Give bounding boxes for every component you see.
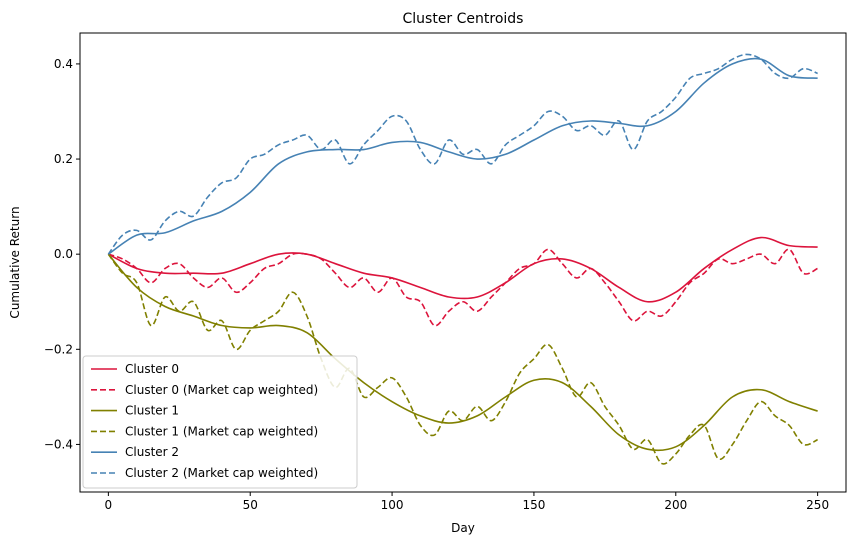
y-tick-label: 0.2 <box>54 152 73 166</box>
legend-label: Cluster 0 <box>125 362 179 376</box>
y-tick-label: −0.2 <box>44 342 73 356</box>
x-axis-label: Day <box>451 521 475 535</box>
series-line-cluster-0 <box>108 236 818 303</box>
x-tick-label: 250 <box>806 498 829 512</box>
series-line-cluster-2-market-cap-weighted <box>107 53 818 255</box>
x-tick-label: 200 <box>664 498 687 512</box>
legend-label: Cluster 2 <box>125 445 179 459</box>
series-line-cluster-2 <box>107 57 818 255</box>
series-line-cluster-0-market-cap-weighted <box>108 248 818 327</box>
x-axis: 0 50 100 150 200 250 <box>105 492 829 512</box>
y-tick-label: 0.4 <box>54 57 73 71</box>
y-axis-label: Cumulative Return <box>8 206 22 318</box>
legend-label: Cluster 2 (Market cap weighted) <box>125 466 318 480</box>
x-tick-label: 100 <box>381 498 404 512</box>
y-axis: −0.4 −0.2 0.0 0.2 0.4 <box>44 57 80 451</box>
x-tick-label: 150 <box>522 498 545 512</box>
series-layer <box>107 53 818 465</box>
x-tick-label: 50 <box>243 498 258 512</box>
x-tick-label: 0 <box>105 498 113 512</box>
series-line-cluster-1-market-cap-weighted <box>107 253 818 465</box>
y-tick-label: 0.0 <box>54 247 73 261</box>
y-tick-label: −0.4 <box>44 437 73 451</box>
chart-title: Cluster Centroids <box>403 11 524 27</box>
legend-label: Cluster 1 (Market cap weighted) <box>125 424 318 438</box>
plot-frame <box>79 32 847 493</box>
legend-label: Cluster 1 <box>125 404 179 418</box>
legend: Cluster 0 Cluster 0 (Market cap weighted)… <box>82 355 358 489</box>
legend-label: Cluster 0 (Market cap weighted) <box>125 383 318 397</box>
legend-box <box>82 355 358 489</box>
